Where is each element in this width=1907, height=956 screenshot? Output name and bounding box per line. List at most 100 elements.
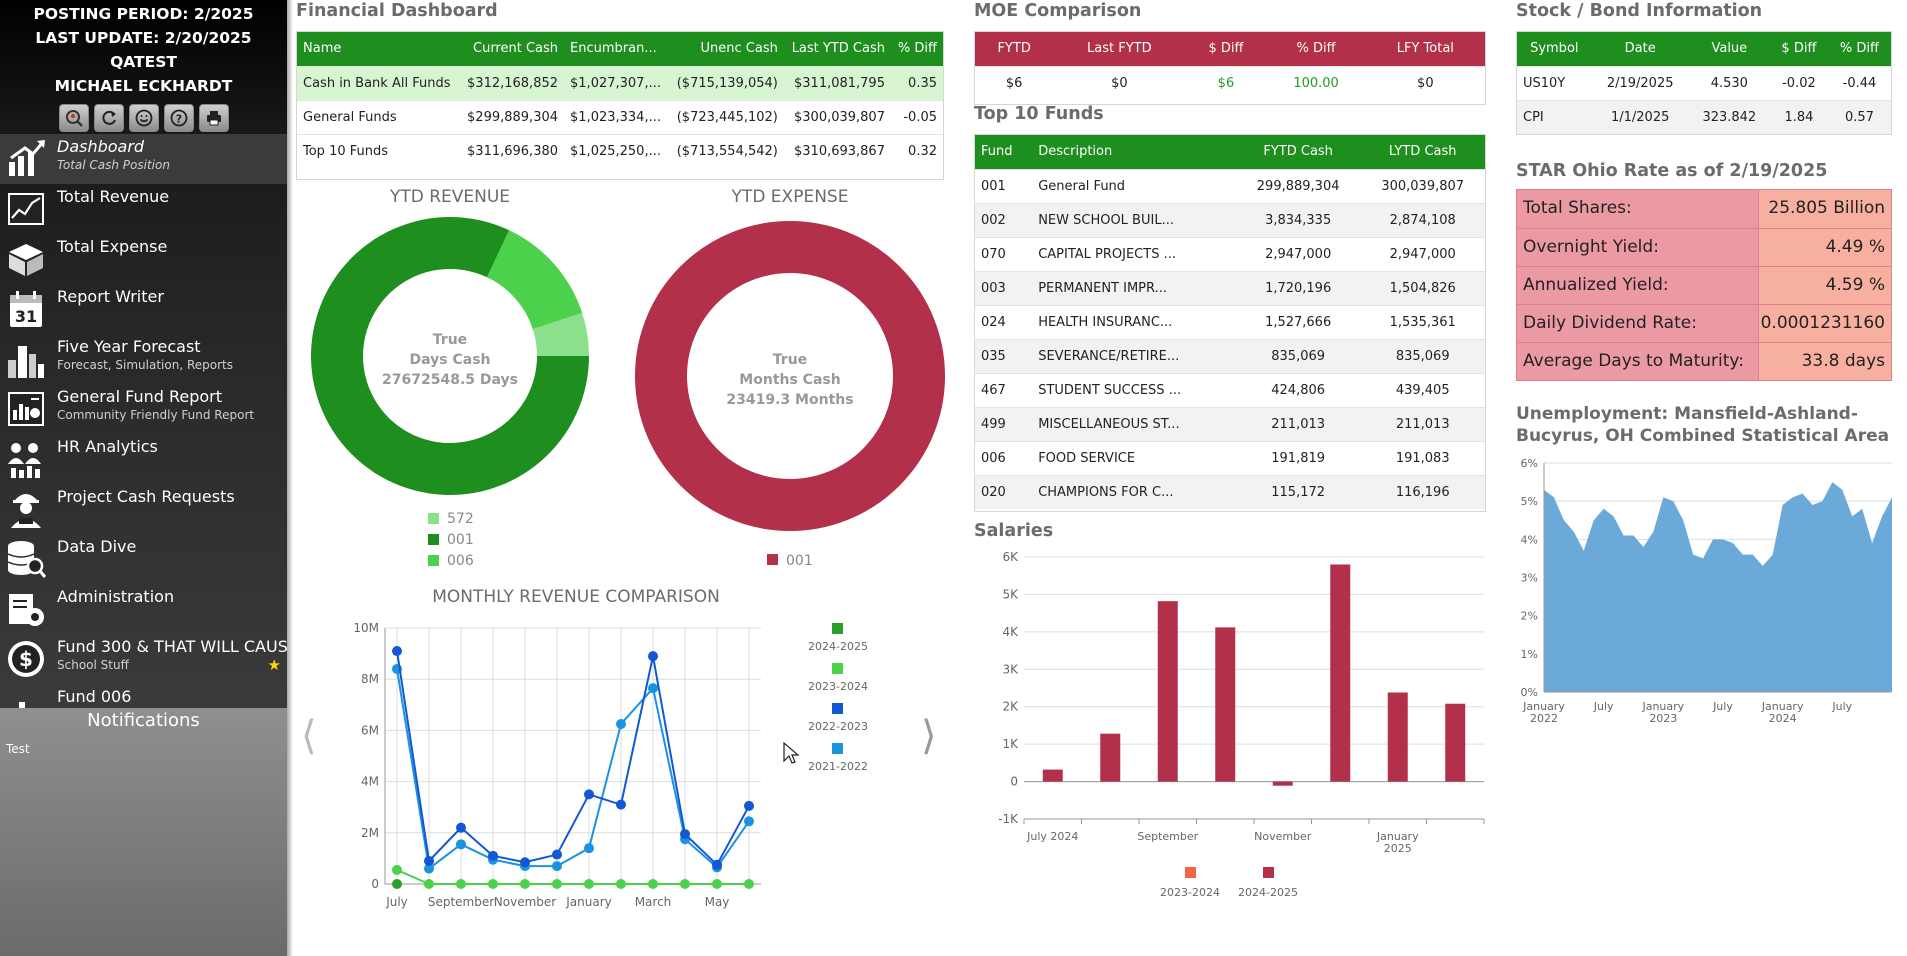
col-dollar-diff[interactable]: $ Diff <box>1185 32 1267 66</box>
data-point[interactable] <box>616 799 626 810</box>
table-row[interactable]: 020 CHAMPIONS FOR C... 115,172 116,196 <box>975 474 1485 509</box>
col-encumbrance[interactable]: Encumbran... <box>564 32 669 66</box>
data-point[interactable] <box>584 789 594 800</box>
table-row[interactable]: 070 CAPITAL PROJECTS ... 2,947,000 2,947,00… <box>975 236 1485 271</box>
sidebar-item-total-revenue[interactable]: Total Revenue <box>0 184 287 234</box>
salary-bar[interactable] <box>1272 781 1293 786</box>
col-pct-diff[interactable]: % Diff <box>890 32 943 66</box>
data-point[interactable] <box>424 879 434 889</box>
table-row[interactable]: US10Y 2/19/2025 4.530 -0.02 -0.44 <box>1517 65 1891 100</box>
expense-slice-001[interactable] <box>635 221 945 531</box>
col-pct-diff[interactable]: % Diff <box>1266 32 1366 66</box>
data-point[interactable] <box>648 879 658 889</box>
table-row[interactable]: Cash in Bank All Funds $312,168,852 $1,0… <box>297 65 943 100</box>
col-current-cash[interactable]: Current Cash <box>459 32 565 66</box>
refresh-button[interactable] <box>93 104 124 132</box>
data-point[interactable] <box>424 863 434 874</box>
col-dollar-diff[interactable]: $ Diff <box>1769 32 1828 66</box>
sidebar-item-fund-006[interactable]: Fund 006 <box>0 684 287 708</box>
salary-bar[interactable] <box>1215 627 1236 782</box>
feedback-button[interactable] <box>128 104 159 132</box>
data-point[interactable] <box>392 879 402 889</box>
data-point[interactable] <box>392 864 402 875</box>
table-row[interactable]: 035 SEVERANCE/RETIRE... 835,069 835,069 <box>975 338 1485 373</box>
sidebar-item-data-dive[interactable]: Data Dive <box>0 534 287 584</box>
data-point[interactable] <box>648 651 658 662</box>
data-point[interactable] <box>488 879 498 889</box>
carousel-prev-button[interactable]: ⟨ <box>301 713 317 759</box>
legend-swatch[interactable] <box>1263 867 1274 878</box>
data-point[interactable] <box>744 879 754 889</box>
notification-item[interactable]: Test <box>6 742 30 756</box>
col-value[interactable]: Value <box>1688 32 1770 66</box>
data-point[interactable] <box>744 816 754 827</box>
favorite-star-icon[interactable]: ★ <box>267 656 281 674</box>
table-row[interactable]: 467 STUDENT SUCCESS ... 424,806 439,405 <box>975 372 1485 407</box>
sidebar-item-report-writer[interactable]: 31 Report Writer <box>0 284 287 334</box>
data-point[interactable] <box>456 879 466 889</box>
salary-bar[interactable] <box>1157 601 1178 782</box>
col-pct-diff[interactable]: % Diff <box>1827 32 1891 66</box>
revenue-slice-572[interactable] <box>532 313 589 356</box>
data-point[interactable] <box>616 719 626 729</box>
data-point[interactable] <box>584 843 594 854</box>
revenue-slice-006[interactable] <box>487 230 583 330</box>
col-unenc-cash[interactable]: Unenc Cash <box>668 32 784 66</box>
data-point[interactable] <box>648 683 658 694</box>
data-point[interactable] <box>680 829 690 840</box>
col-description[interactable]: Description <box>1032 135 1236 169</box>
col-lfy-total[interactable]: LFY Total <box>1365 32 1485 66</box>
table-row[interactable]: 024 HEALTH INSURANC... 1,527,666 1,535,361 <box>975 304 1485 339</box>
table-row[interactable]: 003 PERMANENT IMPR... 1,720,196 1,504,826 <box>975 270 1485 305</box>
table-row[interactable]: 006 FOOD SERVICE 191,819 191,083 <box>975 440 1485 475</box>
table-row[interactable]: 499 MISCELLANEOUS ST... 211,013 211,013 <box>975 406 1485 441</box>
data-point[interactable] <box>712 859 722 870</box>
data-point[interactable] <box>680 879 690 889</box>
data-point[interactable] <box>616 879 626 889</box>
table-row[interactable]: 001 General Fund 299,889,304 300,039,807 <box>975 168 1485 203</box>
col-last-fytd[interactable]: Last FYTD <box>1053 32 1186 66</box>
col-lytd-cash[interactable]: LYTD Cash <box>1360 135 1485 169</box>
data-point[interactable] <box>584 879 594 889</box>
legend-swatch-001[interactable] <box>428 534 439 545</box>
col-fund[interactable]: Fund <box>975 135 1033 169</box>
data-point[interactable] <box>552 879 562 889</box>
col-fytd[interactable]: FYTD <box>975 32 1054 66</box>
data-point[interactable] <box>552 849 562 860</box>
legend-swatch[interactable] <box>832 663 843 674</box>
table-row[interactable]: 002 NEW SCHOOL BUIL... 3,834,335 2,874,108 <box>975 202 1485 237</box>
legend-swatch[interactable] <box>832 623 843 634</box>
sidebar-item-fund-300[interactable]: $ Fund 300 & THAT WILL CAUS... School St… <box>0 634 287 684</box>
salary-bar[interactable] <box>1445 703 1466 782</box>
col-date[interactable]: Date <box>1591 32 1689 66</box>
sidebar-item-administration[interactable]: Administration <box>0 584 287 634</box>
legend-swatch-572[interactable] <box>428 513 439 524</box>
table-row[interactable]: $6 $0 $6 100.00 $0 <box>975 65 1485 100</box>
help-button[interactable]: ? <box>163 104 194 132</box>
data-point[interactable] <box>424 855 434 866</box>
sidebar-item-five-year-forecast[interactable]: Five Year Forecast Forecast, Simulation,… <box>0 334 287 384</box>
sidebar-item-general-fund-report[interactable]: General Fund Report Community Friendly F… <box>0 384 287 434</box>
data-point[interactable] <box>456 822 466 833</box>
sidebar-item-project-cash-requests[interactable]: Project Cash Requests <box>0 484 287 534</box>
table-row[interactable]: General Funds $299,889,304 $1,023,334,..… <box>297 99 943 134</box>
sidebar-item-hr-analytics[interactable]: HR Analytics <box>0 434 287 484</box>
legend-swatch[interactable] <box>832 743 843 754</box>
print-button[interactable] <box>198 104 229 132</box>
legend-swatch-006[interactable] <box>428 555 439 566</box>
salary-bar[interactable] <box>1330 564 1351 782</box>
carousel-next-button[interactable]: ⟩ <box>921 713 937 759</box>
user-search-button[interactable] <box>58 104 89 132</box>
data-point[interactable] <box>456 839 466 850</box>
sidebar-item-total-expense[interactable]: Total Expense <box>0 234 287 284</box>
col-last-ytd-cash[interactable]: Last YTD Cash <box>783 32 891 66</box>
data-point[interactable] <box>552 861 562 872</box>
legend-swatch[interactable] <box>1185 867 1196 878</box>
legend-swatch-001[interactable] <box>767 554 778 565</box>
data-point[interactable] <box>712 879 722 889</box>
salary-bar[interactable] <box>1100 733 1121 782</box>
revenue-slice-001[interactable] <box>311 217 589 495</box>
salary-bar[interactable] <box>1387 692 1408 782</box>
legend-swatch[interactable] <box>832 703 843 714</box>
data-point[interactable] <box>488 850 498 861</box>
